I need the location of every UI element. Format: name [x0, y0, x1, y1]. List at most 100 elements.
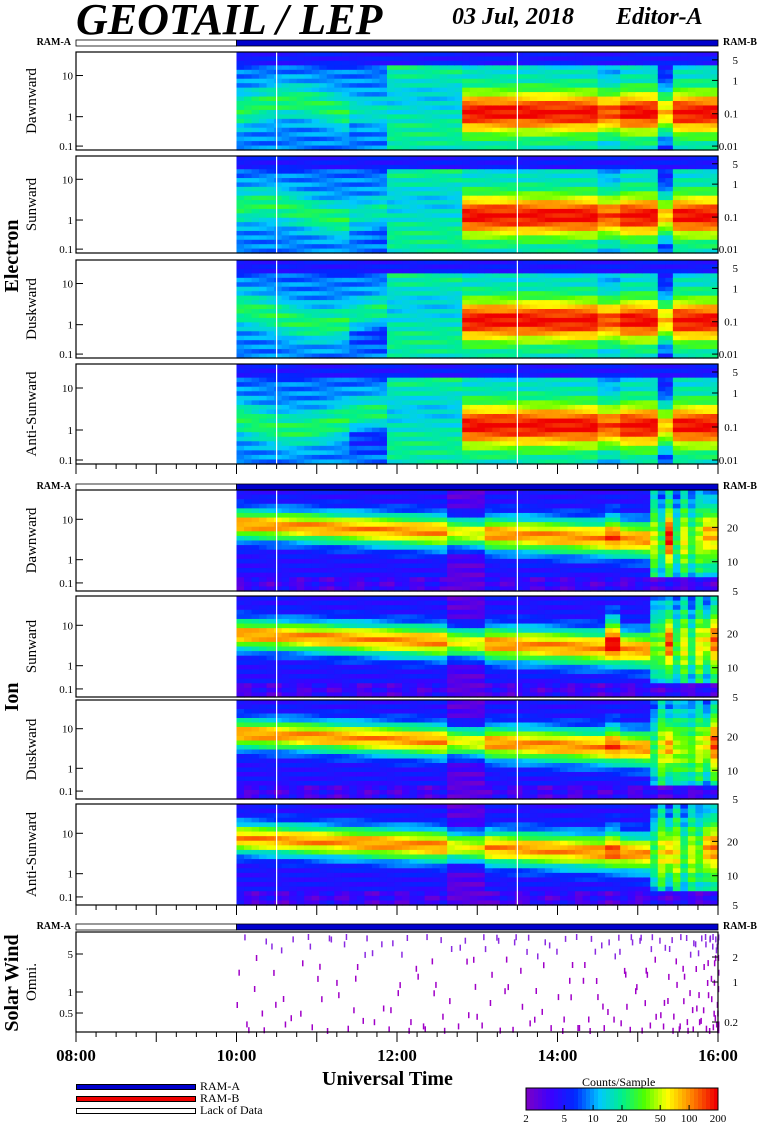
spectrogram-cell [364, 230, 373, 236]
spectrogram-cell [710, 123, 719, 129]
spectrogram-cell [417, 230, 426, 236]
spectrogram-cell [341, 74, 350, 80]
spectrogram-cell [379, 164, 388, 170]
spectrogram-cell [439, 123, 448, 129]
spectrogram-cell [311, 105, 320, 111]
spectrogram-cell [394, 217, 403, 223]
spectrogram-cell [424, 450, 433, 456]
spectrogram-cell [379, 286, 388, 292]
spectrogram-cell [537, 213, 546, 219]
spectrogram-cell [304, 186, 313, 192]
spectrogram-cell [281, 423, 290, 429]
spectrogram-cell [409, 60, 418, 66]
spectrogram-cell [627, 132, 636, 138]
spectrogram-cell [439, 141, 448, 147]
spectrogram-cell [687, 331, 697, 337]
spectrogram-cell [605, 101, 614, 107]
spectrogram-cell [334, 432, 343, 438]
spectrogram-cell [251, 304, 260, 310]
spectrogram-cell [665, 331, 674, 337]
spectrogram-cell [274, 300, 283, 306]
spectrogram-cell [605, 244, 614, 250]
spectrogram-cell [379, 60, 388, 66]
spectrogram-cell [296, 118, 305, 124]
spectrogram-cell [364, 169, 373, 175]
spectrogram-cell [236, 264, 245, 270]
spectrogram-cell [672, 182, 681, 188]
spectrogram-cell [319, 114, 328, 120]
spectrogram-cell [311, 277, 320, 283]
spectrogram-cell [447, 87, 456, 93]
spectrogram-cell [590, 195, 599, 201]
spectrogram-cell [259, 74, 268, 80]
spectrogram-cell [702, 136, 712, 142]
spectrogram-cell [605, 335, 614, 341]
spectrogram-cell [507, 217, 516, 223]
spectrogram-cell [462, 156, 471, 162]
spectrogram-cell [529, 335, 539, 341]
spectrogram-cell [702, 335, 712, 341]
spectrogram-cell [590, 217, 599, 223]
spectrogram-cell [371, 273, 381, 279]
spectrogram-cell [469, 260, 478, 266]
spectrogram-cell [514, 239, 523, 245]
spectrogram-cell [289, 109, 298, 115]
spectrogram-cell [537, 123, 546, 129]
spectrogram-cell [590, 248, 599, 254]
spectrogram-cell [259, 286, 268, 292]
spectrogram-cell [552, 349, 561, 355]
spectrogram-cell [244, 395, 253, 401]
spectrogram-cell [552, 69, 561, 75]
spectrogram-cell [575, 173, 584, 179]
spectrogram-cell [665, 52, 674, 58]
spectrogram-cell [402, 105, 411, 111]
spectrogram-cell [612, 282, 621, 288]
spectrogram-cell [514, 83, 523, 89]
spectrogram-cell [702, 235, 712, 241]
spectrogram-cell [650, 264, 659, 270]
spectrogram-cell [620, 109, 629, 115]
spectrogram-cell [326, 286, 335, 292]
spectrogram-cell [597, 277, 606, 283]
spectrogram-cell [251, 101, 260, 107]
spectrogram-cell [319, 414, 328, 420]
spectrogram-cell [311, 286, 320, 292]
spectrogram-cell [469, 349, 478, 355]
spectrogram-cell [507, 92, 516, 98]
spectrogram-cell [597, 169, 606, 175]
spectrogram-cell [544, 217, 554, 223]
spectrogram-cell [432, 414, 441, 420]
spectrogram-cell [635, 69, 644, 75]
spectrogram-cell [635, 164, 644, 170]
spectrogram-cell [432, 60, 441, 66]
spectrogram-cell [529, 123, 539, 129]
spectrogram-cell [680, 160, 689, 166]
spectrogram-cell [665, 83, 674, 89]
spectrogram-cell [432, 160, 441, 166]
spectrogram-cell [454, 309, 463, 315]
spectrogram-cell [650, 178, 659, 184]
spectrogram-cell [514, 182, 523, 188]
spectrogram-cell [537, 74, 546, 80]
spectrogram-cell [537, 277, 546, 283]
spectrogram-cell [710, 105, 719, 111]
spectrogram-cell [349, 65, 358, 71]
spectrogram-cell [417, 169, 426, 175]
spectrogram-cell [582, 173, 591, 179]
spectrogram-cell [514, 114, 523, 120]
spectrogram-cell [695, 96, 704, 102]
spectrogram-cell [341, 217, 350, 223]
spectrogram-cell [477, 195, 486, 201]
spectrogram-cell [462, 204, 471, 210]
spectrogram-cell [236, 386, 245, 392]
spectrogram-cell [620, 277, 629, 283]
spectrogram-cell [326, 178, 335, 184]
spectrogram-cell [627, 83, 636, 89]
spectrogram-cell [402, 186, 411, 192]
spectrogram-cell [665, 248, 674, 254]
spectrogram-cell [710, 282, 719, 288]
spectrogram-cell [499, 244, 508, 250]
spectrogram-cell [364, 291, 373, 297]
spectrogram-cell [635, 191, 644, 197]
spectrogram-cell [364, 235, 373, 241]
